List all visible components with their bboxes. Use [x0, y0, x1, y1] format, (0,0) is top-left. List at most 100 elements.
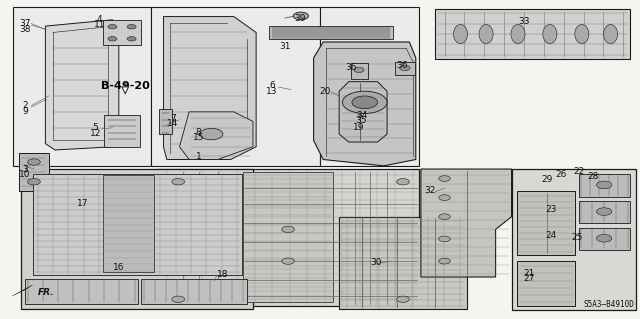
Text: 39: 39 — [294, 14, 305, 23]
Text: 6: 6 — [269, 81, 275, 90]
Polygon shape — [435, 9, 630, 59]
Circle shape — [200, 128, 223, 140]
Circle shape — [354, 67, 364, 72]
Ellipse shape — [454, 25, 467, 44]
Polygon shape — [579, 228, 630, 250]
Text: S5A3–B4910D: S5A3–B4910D — [583, 300, 634, 309]
Text: 29: 29 — [541, 175, 552, 184]
Polygon shape — [13, 7, 151, 166]
Circle shape — [397, 179, 410, 185]
Polygon shape — [339, 82, 387, 142]
Circle shape — [293, 12, 308, 20]
Polygon shape — [12, 285, 33, 296]
Polygon shape — [314, 42, 416, 166]
Text: 12: 12 — [90, 129, 101, 138]
Text: 7: 7 — [170, 114, 176, 123]
Text: 27: 27 — [524, 274, 535, 283]
Text: B-49-20: B-49-20 — [101, 81, 150, 91]
Circle shape — [596, 181, 612, 189]
Polygon shape — [579, 201, 630, 223]
Text: 19: 19 — [353, 123, 364, 132]
Text: 8: 8 — [196, 128, 202, 137]
Text: 26: 26 — [556, 170, 567, 179]
Text: 16: 16 — [113, 263, 125, 272]
Polygon shape — [516, 191, 575, 255]
Ellipse shape — [575, 25, 589, 44]
Text: 14: 14 — [168, 119, 179, 129]
Text: 17: 17 — [77, 199, 88, 208]
Text: 22: 22 — [573, 167, 584, 176]
Circle shape — [439, 236, 451, 242]
Text: 37: 37 — [19, 19, 31, 28]
Text: 2: 2 — [22, 101, 28, 110]
Polygon shape — [151, 7, 320, 166]
Circle shape — [127, 37, 136, 41]
Polygon shape — [33, 174, 242, 275]
Polygon shape — [141, 278, 246, 304]
Polygon shape — [516, 261, 575, 306]
Circle shape — [439, 214, 451, 219]
Ellipse shape — [543, 25, 557, 44]
Circle shape — [439, 176, 451, 182]
Circle shape — [596, 208, 612, 215]
Circle shape — [282, 258, 294, 264]
Circle shape — [439, 258, 451, 264]
Polygon shape — [339, 217, 467, 309]
Polygon shape — [164, 17, 256, 160]
Polygon shape — [21, 169, 253, 309]
Circle shape — [108, 25, 117, 29]
Circle shape — [397, 296, 410, 302]
Text: 34: 34 — [356, 111, 367, 120]
Polygon shape — [511, 169, 636, 310]
Polygon shape — [396, 62, 415, 75]
Text: 33: 33 — [518, 17, 530, 26]
Circle shape — [282, 226, 294, 233]
Circle shape — [108, 37, 117, 41]
Circle shape — [172, 179, 184, 185]
Text: 20: 20 — [319, 87, 331, 96]
Text: 36: 36 — [396, 61, 408, 70]
Text: 38: 38 — [19, 26, 31, 34]
Text: 25: 25 — [571, 233, 582, 242]
Polygon shape — [243, 172, 333, 302]
Circle shape — [172, 296, 184, 302]
Text: FR.: FR. — [38, 288, 54, 297]
Polygon shape — [25, 278, 138, 304]
Text: 11: 11 — [94, 20, 106, 29]
Text: 9: 9 — [22, 107, 28, 116]
Circle shape — [400, 65, 410, 70]
Text: 24: 24 — [545, 231, 557, 240]
Text: 28: 28 — [588, 172, 599, 181]
Polygon shape — [269, 26, 394, 39]
Text: 21: 21 — [524, 269, 535, 278]
Polygon shape — [579, 174, 630, 197]
Polygon shape — [421, 169, 511, 277]
Ellipse shape — [511, 25, 525, 44]
Text: 4: 4 — [97, 15, 102, 24]
Polygon shape — [159, 109, 172, 134]
Text: 35: 35 — [356, 116, 367, 125]
Polygon shape — [157, 169, 419, 306]
Polygon shape — [103, 20, 141, 45]
Ellipse shape — [604, 25, 618, 44]
Text: 1: 1 — [196, 152, 202, 161]
Text: 10: 10 — [19, 170, 31, 179]
Polygon shape — [320, 7, 419, 166]
Text: 23: 23 — [545, 205, 557, 214]
Polygon shape — [45, 20, 119, 150]
Text: 31: 31 — [279, 42, 291, 51]
Polygon shape — [19, 153, 49, 191]
Circle shape — [342, 91, 387, 114]
Circle shape — [596, 234, 612, 242]
Text: 30: 30 — [371, 258, 382, 267]
Text: 3: 3 — [22, 165, 28, 174]
Circle shape — [28, 159, 40, 165]
Text: 18: 18 — [217, 270, 228, 279]
Text: 32: 32 — [424, 186, 436, 195]
Circle shape — [127, 25, 136, 29]
Polygon shape — [179, 112, 253, 160]
Polygon shape — [351, 63, 368, 78]
Text: 36: 36 — [345, 63, 356, 72]
Polygon shape — [103, 175, 154, 272]
Circle shape — [28, 179, 40, 185]
